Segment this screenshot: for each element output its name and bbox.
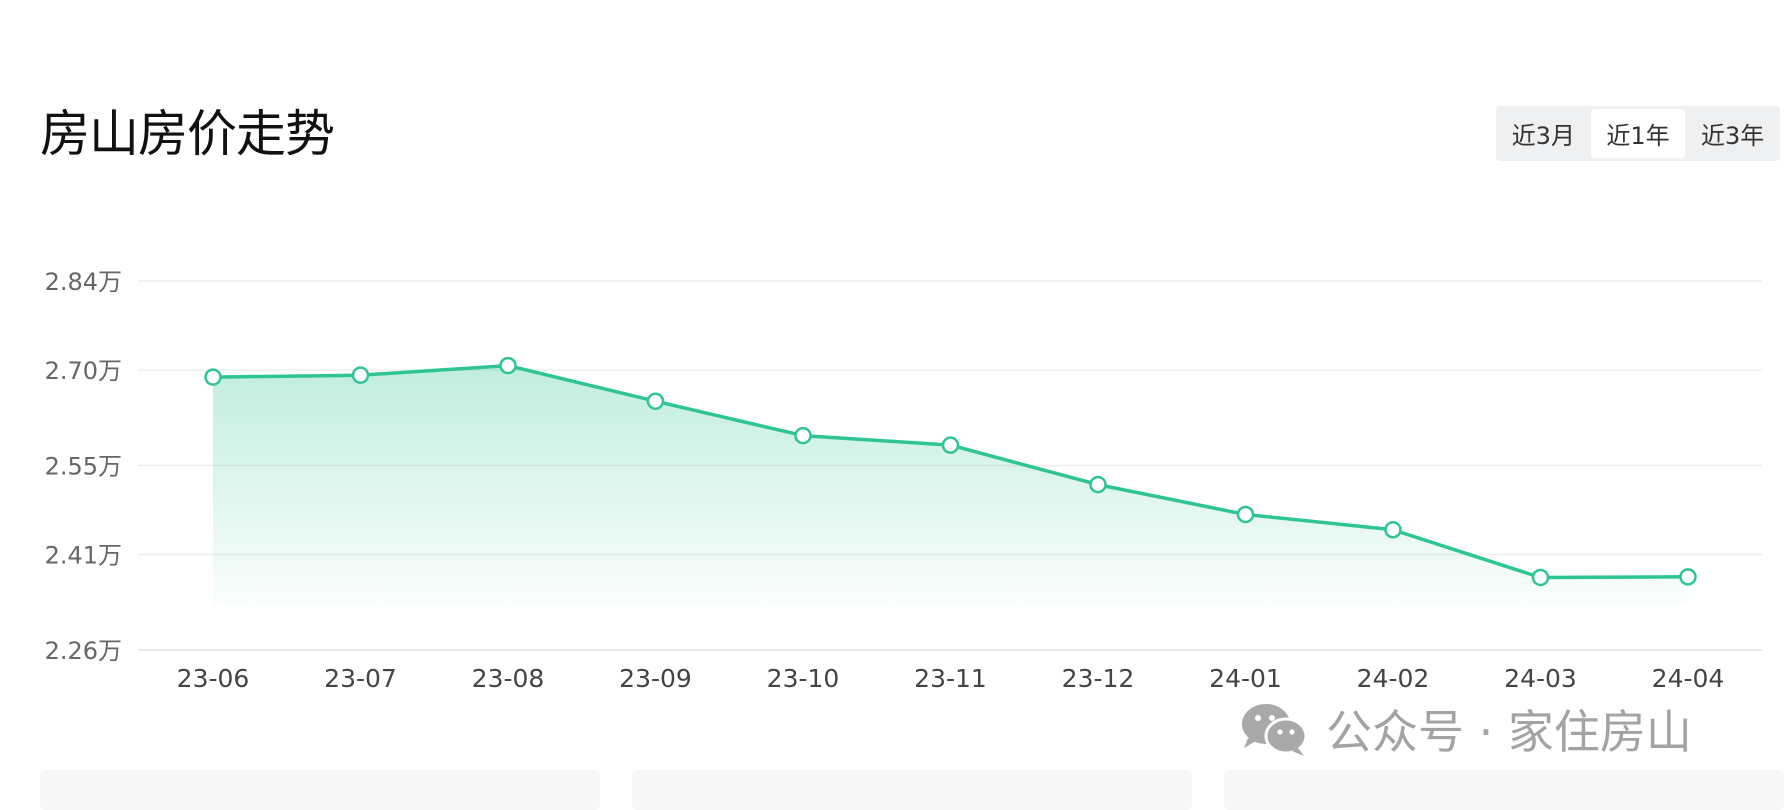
summary-card-3: [1224, 770, 1784, 810]
area-fill: [213, 365, 1688, 606]
x-axis-labels: 23-06 23-07 23-08 23-09 23-10 23-11 23-12 24-01…: [177, 664, 1725, 693]
wechat-icon: [1242, 704, 1308, 756]
tab-3-years[interactable]: 近3年: [1701, 122, 1765, 150]
y-tick-label: 2.55万: [45, 453, 122, 481]
data-point[interactable]: [499, 356, 517, 375]
y-tick-label: 2.70万: [45, 357, 122, 385]
y-tick-label: 2.84万: [45, 268, 122, 296]
x-tick-label: 24-03: [1504, 664, 1577, 693]
x-tick-label: 23-12: [1062, 664, 1135, 693]
x-tick-label: 24-01: [1209, 664, 1282, 693]
data-point[interactable]: [1531, 568, 1550, 587]
data-points: [204, 356, 1697, 587]
data-point[interactable]: [941, 436, 960, 454]
x-tick-label: 24-02: [1357, 664, 1430, 693]
y-tick-label: 2.26万: [45, 637, 122, 665]
tab-1-year[interactable]: 近1年: [1590, 109, 1686, 158]
x-tick-label: 24-04: [1652, 664, 1725, 693]
x-tick-label: 23-10: [767, 664, 840, 693]
y-axis-labels: 2.84万 2.70万 2.55万 2.41万 2.26万: [45, 268, 122, 665]
page-title: 房山房价走势: [40, 105, 335, 163]
watermark-text: 公众号 · 家住房山: [1326, 705, 1692, 759]
data-point[interactable]: [351, 366, 370, 384]
summary-card-1: [40, 770, 600, 810]
data-point[interactable]: [204, 368, 222, 386]
data-point[interactable]: [1679, 568, 1697, 586]
x-tick-label: 23-06: [177, 664, 250, 693]
data-point[interactable]: [646, 392, 665, 410]
watermark: 公众号 · 家住房山: [1238, 694, 1692, 764]
x-tick-label: 23-11: [914, 664, 987, 693]
x-tick-label: 23-07: [324, 664, 397, 693]
summary-card-2: [632, 770, 1192, 810]
y-tick-label: 2.41万: [45, 542, 122, 570]
x-tick-label: 23-09: [619, 664, 692, 693]
tab-3-months[interactable]: 近3月: [1511, 122, 1575, 150]
range-tabs: 近3月 近1年 近3年: [1496, 106, 1780, 161]
data-point[interactable]: [1384, 521, 1402, 539]
data-point[interactable]: [794, 426, 812, 445]
data-point[interactable]: [1089, 475, 1107, 494]
x-tick-label: 23-08: [472, 664, 545, 693]
data-point[interactable]: [1236, 505, 1255, 524]
